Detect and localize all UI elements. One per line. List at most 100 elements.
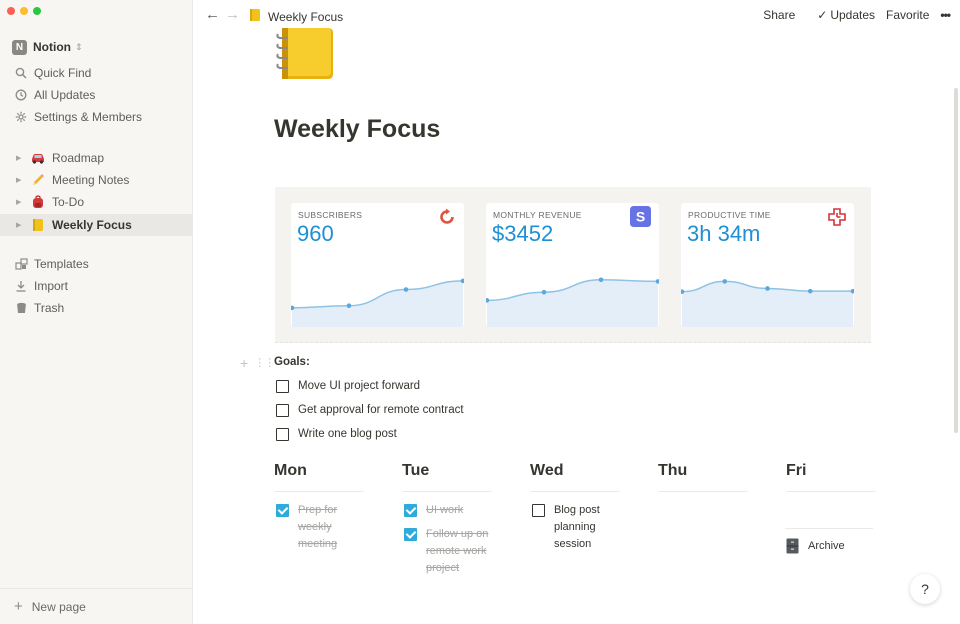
day-heading[interactable]: Thu [658, 462, 688, 479]
trash-icon [14, 301, 28, 315]
day-todo-item[interactable]: Prep for weekly meeting [276, 502, 354, 553]
updates-button[interactable]: ✓ Updates [806, 8, 875, 22]
minimize-window-button[interactable] [20, 7, 28, 15]
todo-text[interactable]: Follow up on remote work project [426, 528, 489, 574]
checkbox-checked[interactable] [276, 504, 289, 517]
metrics-embed: SUBSCRIBERS 960 MONTHLY REVENUE $3452 S … [275, 187, 871, 343]
metric-label: MONTHLY REVENUE [493, 210, 582, 220]
day-todo-item[interactable]: UI work [404, 502, 482, 519]
todo-text[interactable]: Prep for weekly meeting [298, 504, 338, 550]
expand-triangle-icon[interactable]: ▶ [16, 222, 22, 229]
more-options-button[interactable]: ••• [940, 8, 951, 22]
sidebar-item-meeting-notes[interactable]: ▶ Meeting Notes [0, 169, 193, 191]
sidebar-item-label: Import [34, 279, 69, 293]
metric-value: 960 [297, 221, 334, 246]
day-heading[interactable]: Fri [786, 462, 807, 479]
favorite-button[interactable]: Favorite [886, 8, 930, 22]
sparkline-monthly-revenue [486, 277, 659, 327]
sidebar-item-label: Weekly Focus [52, 218, 132, 232]
forward-arrow-icon[interactable]: → [225, 6, 240, 23]
day-todo-item[interactable]: Blog post planning session [532, 502, 616, 553]
metric-value: 3h 34m [687, 221, 761, 246]
day-todo-item[interactable]: Follow up on remote work project [404, 526, 496, 577]
sidebar-item-trash[interactable]: Trash [0, 297, 193, 319]
checkbox[interactable] [532, 504, 545, 517]
sidebar-item-weekly-focus[interactable]: ▶ Weekly Focus [0, 214, 193, 236]
todo-text[interactable]: Write one blog post [298, 428, 397, 440]
help-button[interactable]: ? [910, 574, 940, 604]
divider [402, 491, 492, 492]
drag-handle-icon[interactable]: ⋮⋮ [254, 357, 275, 369]
file-cabinet-icon [786, 538, 799, 554]
sidebar-item-label: Meeting Notes [52, 173, 130, 187]
add-block-icon[interactable]: + [240, 355, 249, 371]
workspace-name: Notion [33, 40, 71, 54]
expand-triangle-icon[interactable]: ▶ [16, 199, 22, 206]
divider [530, 491, 620, 492]
checkbox-checked[interactable] [404, 504, 417, 517]
goal-todo-item[interactable]: Write one blog post [276, 426, 397, 442]
checkbox[interactable] [276, 427, 289, 441]
day-column-mon: Mon [274, 462, 364, 492]
sidebar-item-import[interactable]: Import [0, 275, 193, 297]
sparkline-point [655, 279, 659, 284]
sidebar-item-label: Templates [34, 257, 89, 271]
sidebar-item-label: All Updates [34, 88, 96, 102]
day-column-tue: Tue [402, 462, 492, 492]
todo-text[interactable]: Move UI project forward [298, 380, 421, 392]
share-button[interactable]: Share [763, 8, 796, 22]
scrollbar[interactable] [954, 88, 958, 433]
sparkline-point [460, 278, 464, 284]
sidebar-item-templates[interactable]: Templates [0, 253, 193, 275]
archive-label: Archive [808, 540, 845, 552]
day-heading[interactable]: Wed [530, 462, 564, 479]
sparkline-line [486, 279, 659, 302]
page-title[interactable]: Weekly Focus [274, 115, 441, 143]
checkbox[interactable] [276, 379, 289, 393]
sparkline-point [486, 298, 490, 303]
archive-page-link[interactable]: Archive [786, 538, 845, 554]
sparkline-point [681, 289, 685, 294]
sidebar-item-settings[interactable]: Settings & Members [0, 106, 193, 128]
block-handle[interactable]: + ⋮⋮ [240, 355, 275, 371]
metric-label: SUBSCRIBERS [298, 210, 363, 220]
expand-triangle-icon[interactable]: ▶ [16, 155, 22, 162]
sidebar-item-label: Settings & Members [34, 110, 143, 124]
sidebar-item-to-do[interactable]: ▶ To-Do [0, 191, 193, 213]
sparkline-point [722, 279, 728, 284]
new-page-button[interactable]: + New page [0, 588, 193, 624]
page-icon-notebook-icon[interactable] [276, 28, 336, 85]
todo-text[interactable]: Blog post planning session [554, 504, 600, 550]
sidebar-item-quick-find[interactable]: Quick Find [0, 62, 193, 84]
sidebar-item-all-updates[interactable]: All Updates [0, 84, 193, 106]
chevron-updown-icon: ⇕ [75, 41, 83, 52]
metric-label: PRODUCTIVE TIME [688, 210, 771, 220]
notebook-icon [249, 8, 261, 25]
sparkline-area [487, 279, 658, 327]
topbar: ← → Weekly Focus Share ✓ Updates Favorit… [193, 0, 960, 32]
refresh-icon [440, 208, 454, 224]
todo-text[interactable]: UI work [426, 504, 464, 516]
checkbox[interactable] [276, 403, 289, 417]
expand-triangle-icon[interactable]: ▶ [16, 177, 22, 184]
breadcrumb[interactable]: Weekly Focus [249, 8, 343, 25]
sidebar-item-roadmap[interactable]: ▶ Roadmap [0, 147, 193, 169]
workspace-switcher[interactable]: N Notion ⇕ [12, 38, 83, 56]
goals-heading[interactable]: Goals: [274, 356, 310, 368]
goal-todo-item[interactable]: Move UI project forward [276, 378, 420, 394]
day-heading[interactable]: Tue [402, 462, 430, 479]
sidebar: N Notion ⇕ Quick Find All Updates Settin… [0, 0, 193, 624]
sidebar-item-label: Quick Find [34, 66, 92, 80]
svg-text:S: S [636, 209, 645, 225]
close-window-button[interactable] [7, 7, 15, 15]
import-icon [14, 279, 28, 293]
day-heading[interactable]: Mon [274, 462, 307, 479]
goal-todo-item[interactable]: Get approval for remote contract [276, 402, 464, 418]
todo-text[interactable]: Get approval for remote contract [298, 404, 464, 416]
back-arrow-icon[interactable]: ← [205, 6, 220, 23]
sparkline-point [598, 277, 604, 283]
sidebar-item-label: Roadmap [52, 151, 105, 165]
zoom-window-button[interactable] [33, 7, 41, 15]
checkbox-checked[interactable] [404, 528, 417, 541]
gear-icon [14, 110, 28, 124]
